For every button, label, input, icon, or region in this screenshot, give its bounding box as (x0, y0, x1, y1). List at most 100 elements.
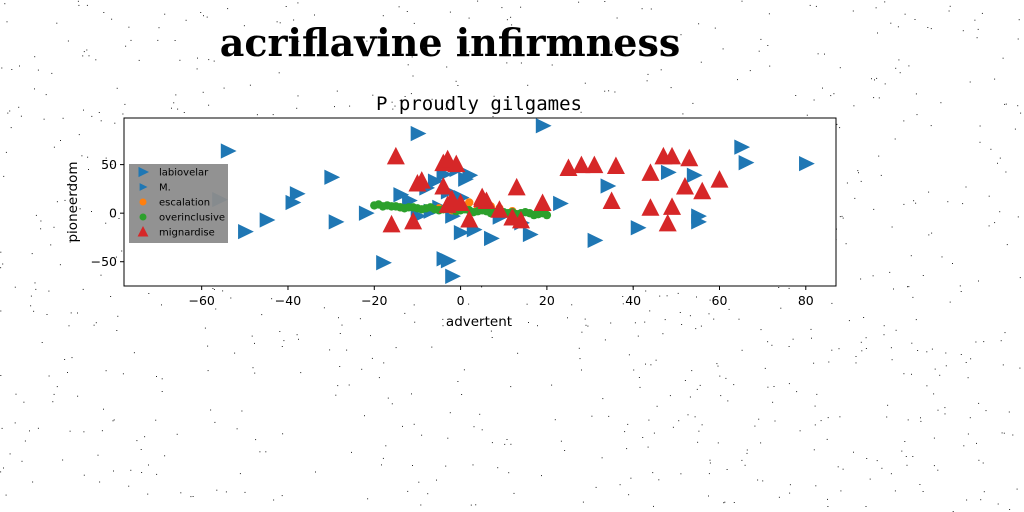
speckle-dot (2, 263, 4, 265)
legend-label: mignardise (159, 228, 215, 239)
speckle-dot (976, 442, 977, 444)
speckle-dot (479, 413, 481, 415)
data-point (462, 167, 479, 183)
speckle-dot (601, 457, 603, 459)
speckle-dot (213, 60, 215, 62)
speckle-dot (915, 319, 917, 321)
data-point (417, 205, 426, 214)
speckle-dot (628, 354, 630, 356)
speckle-dot (447, 437, 449, 439)
data-point (535, 118, 552, 134)
speckle-dot (101, 430, 103, 432)
speckle-dot (855, 362, 857, 364)
speckle-dot (788, 287, 790, 289)
speckle-dot (110, 296, 112, 297)
speckle-dot (387, 397, 389, 399)
speckle-dot (904, 441, 906, 442)
speckle-dot (824, 53, 825, 55)
data-point (538, 208, 547, 218)
speckle-dot (202, 91, 204, 93)
legend-marker (137, 226, 149, 237)
speckle-dot (578, 347, 580, 349)
speckle-dot (700, 61, 702, 63)
speckle-dot (762, 480, 764, 482)
speckle-dot (431, 346, 433, 348)
data-point (507, 177, 526, 196)
speckle-dot (210, 409, 212, 411)
speckle-dot (838, 348, 840, 350)
speckle-dot (967, 433, 969, 435)
data-point (641, 198, 660, 216)
speckle-dot (196, 68, 198, 70)
speckle-dot (814, 424, 816, 426)
speckle-dot (608, 415, 610, 417)
speckle-dot (809, 4, 811, 6)
speckle-dot (865, 337, 867, 339)
speckle-dot (75, 189, 76, 191)
speckle-dot (789, 492, 791, 494)
speckle-dot (970, 358, 972, 360)
speckle-dot (113, 419, 115, 421)
speckle-dot (903, 373, 905, 375)
speckle-dot (40, 220, 42, 222)
speckle-dot (7, 112, 9, 114)
speckle-dot (595, 486, 597, 488)
speckle-dot (666, 295, 668, 297)
speckle-dot (541, 475, 542, 477)
data-point (606, 156, 625, 175)
speckle-dot (382, 15, 384, 17)
speckle-dot (826, 438, 828, 440)
speckle-dot (537, 325, 538, 327)
speckle-dot (746, 452, 748, 454)
speckle-dot (359, 318, 361, 320)
speckle-dot (447, 102, 449, 104)
speckle-dot (45, 94, 47, 96)
speckle-dot (475, 504, 477, 506)
speckle-dot (994, 78, 996, 80)
speckle-dot (337, 385, 339, 387)
speckle-dot (506, 62, 508, 64)
speckle-dot (741, 349, 743, 351)
speckle-dot (927, 27, 929, 28)
speckle-dot (780, 307, 782, 309)
speckle-dot (423, 46, 425, 48)
speckle-dot (937, 469, 939, 471)
speckle-dot (24, 440, 26, 442)
speckle-dot (527, 84, 529, 86)
speckle-dot (394, 105, 396, 107)
speckle-dot (696, 388, 698, 390)
speckle-dot (619, 484, 621, 486)
x-tick-label: −20 (361, 293, 387, 308)
speckle-dot (836, 123, 838, 125)
speckle-dot (176, 433, 178, 435)
speckle-dot (298, 338, 299, 340)
speckle-dot (696, 296, 697, 298)
speckle-dot (56, 201, 58, 203)
speckle-dot (891, 226, 893, 228)
speckle-dot (978, 280, 979, 282)
speckle-dot (650, 8, 652, 10)
speckle-dot (624, 431, 626, 433)
speckle-dot (442, 318, 444, 320)
data-point (391, 202, 401, 211)
speckle-dot (689, 315, 691, 317)
speckle-dot (481, 286, 483, 288)
speckle-dot (348, 384, 350, 386)
speckle-dot (497, 467, 499, 469)
speckle-dot (212, 288, 214, 289)
speckle-dot (907, 419, 909, 421)
speckle-dot (183, 112, 185, 113)
speckle-dot (335, 394, 337, 396)
data-point (522, 226, 539, 243)
speckle-dot (136, 440, 138, 442)
speckle-dot (492, 116, 494, 118)
speckle-dot (689, 396, 691, 398)
speckle-dot (413, 22, 415, 24)
speckle-dot (733, 502, 735, 503)
speckle-dot (691, 370, 693, 372)
speckle-dot (937, 409, 939, 411)
speckle-dot (913, 200, 915, 202)
speckle-dot (650, 364, 652, 366)
speckle-dot (125, 45, 127, 47)
